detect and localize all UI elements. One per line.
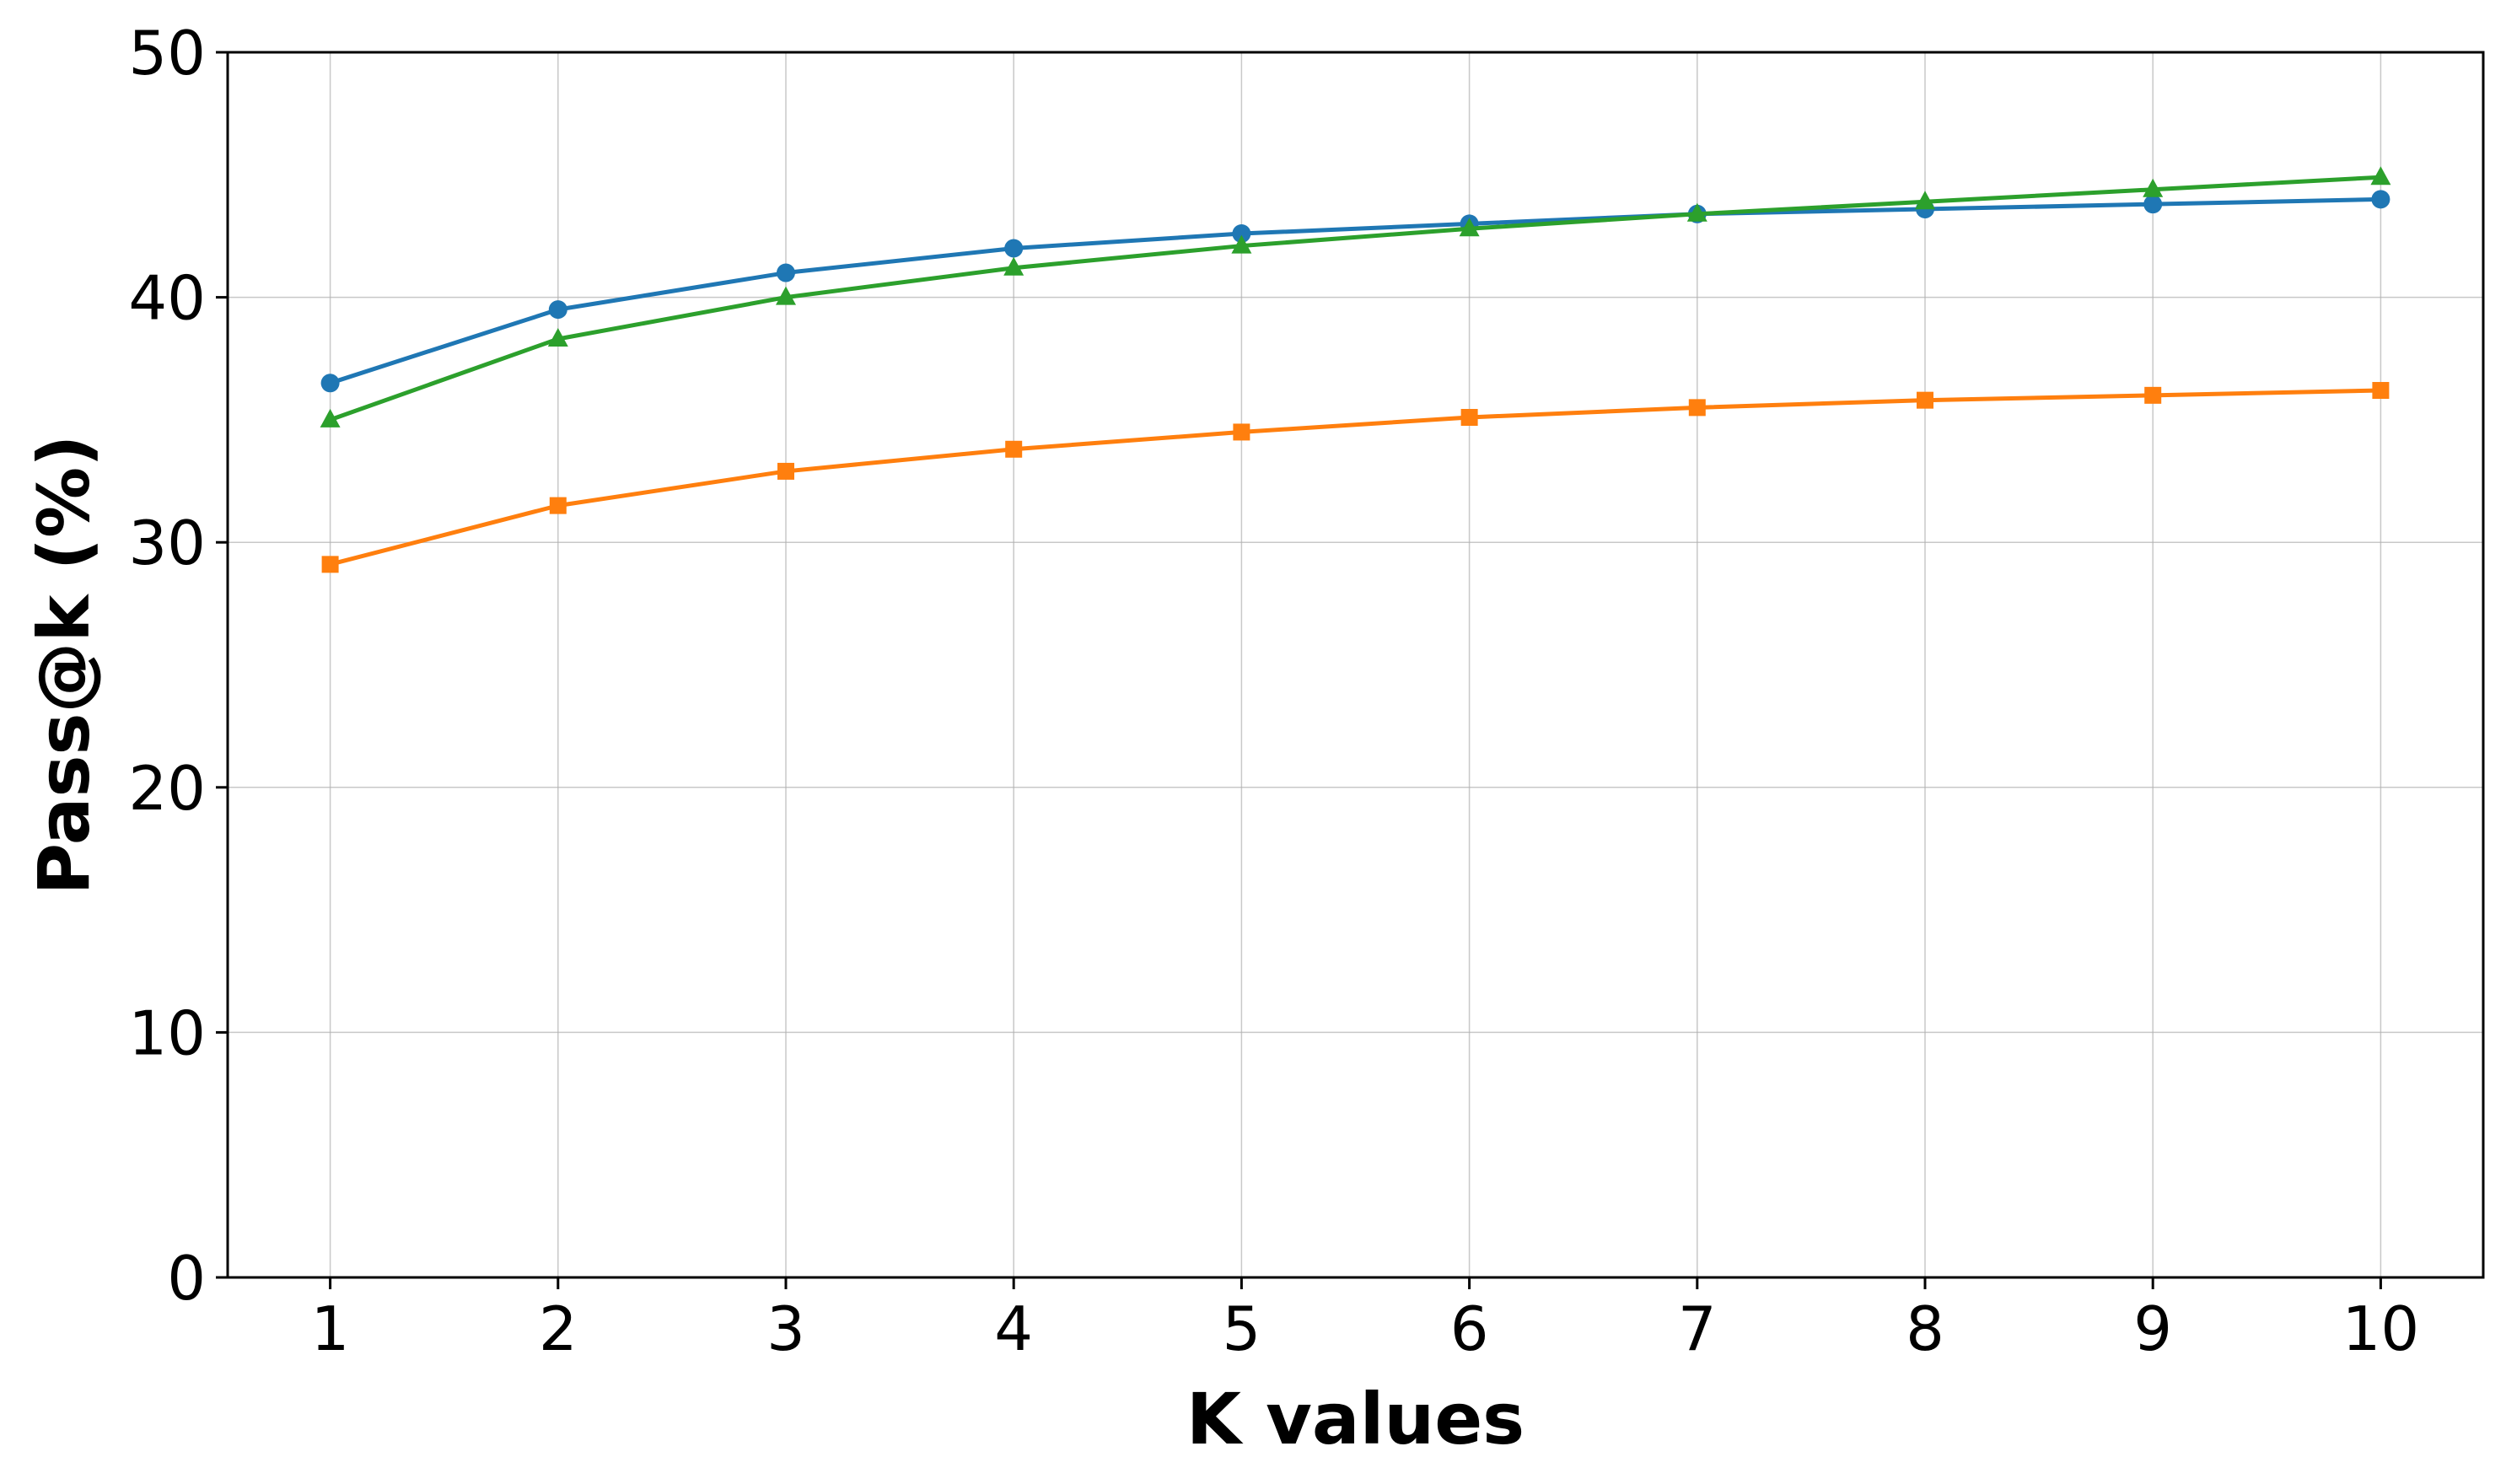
series-line xyxy=(329,175,2381,422)
x-tick-label: 6 xyxy=(1450,1293,1489,1364)
data-point xyxy=(549,497,567,514)
y-tick-label: 0 xyxy=(167,1243,206,1314)
y-tick-label: 50 xyxy=(128,18,206,89)
axis-ticks: 1 2 3 4 5 6 7 8 9 10 0 10 20 30 40 50 xyxy=(128,18,2419,1364)
y-tick-label: 20 xyxy=(128,753,206,824)
x-tick-label: 7 xyxy=(1678,1293,1717,1364)
data-point xyxy=(2372,382,2390,400)
x-tick-label: 8 xyxy=(1906,1293,1944,1364)
series-3 xyxy=(320,166,2391,427)
y-tick-label: 30 xyxy=(128,508,206,578)
y-axis-title: Pass@k (%) xyxy=(23,434,105,895)
x-tick-label: 5 xyxy=(1222,1293,1261,1364)
data-point xyxy=(320,408,341,427)
data-point xyxy=(1460,408,1478,426)
data-point xyxy=(320,374,340,393)
data-point xyxy=(1231,234,1252,254)
data-point xyxy=(548,300,567,320)
series-line xyxy=(329,388,2381,567)
data-point xyxy=(1233,423,1250,441)
x-tick-label: 9 xyxy=(2133,1293,2172,1364)
data-point xyxy=(1688,399,1706,417)
x-axis-title: K values xyxy=(1186,1378,1525,1460)
data-point xyxy=(2370,166,2391,186)
data-point xyxy=(1004,239,1024,258)
data-point xyxy=(1232,224,1251,244)
series-lines xyxy=(320,166,2391,573)
data-point xyxy=(1003,256,1024,276)
x-tick-label: 1 xyxy=(311,1293,350,1364)
data-point xyxy=(2144,386,2162,404)
data-point xyxy=(2371,190,2390,209)
x-tick-label: 2 xyxy=(539,1293,578,1364)
series-line xyxy=(329,196,2381,385)
y-tick-label: 10 xyxy=(128,997,206,1068)
series-2 xyxy=(321,382,2390,573)
data-point xyxy=(1459,218,1480,237)
data-point xyxy=(1005,440,1023,458)
series-1 xyxy=(320,190,2390,393)
data-point xyxy=(1915,191,1936,210)
x-tick-label: 3 xyxy=(766,1293,805,1364)
data-point xyxy=(2143,195,2163,214)
data-point xyxy=(1686,202,1707,222)
data-point xyxy=(547,328,568,347)
x-tick-label: 4 xyxy=(994,1293,1033,1364)
plot-frame xyxy=(226,51,2485,1279)
data-point xyxy=(2143,178,2164,197)
y-tick-label: 40 xyxy=(128,263,206,334)
data-point xyxy=(321,556,339,573)
x-tick-label: 10 xyxy=(2342,1293,2420,1364)
data-point xyxy=(777,462,794,480)
data-point xyxy=(1917,391,1934,409)
data-point xyxy=(775,286,796,305)
data-point xyxy=(776,263,795,282)
